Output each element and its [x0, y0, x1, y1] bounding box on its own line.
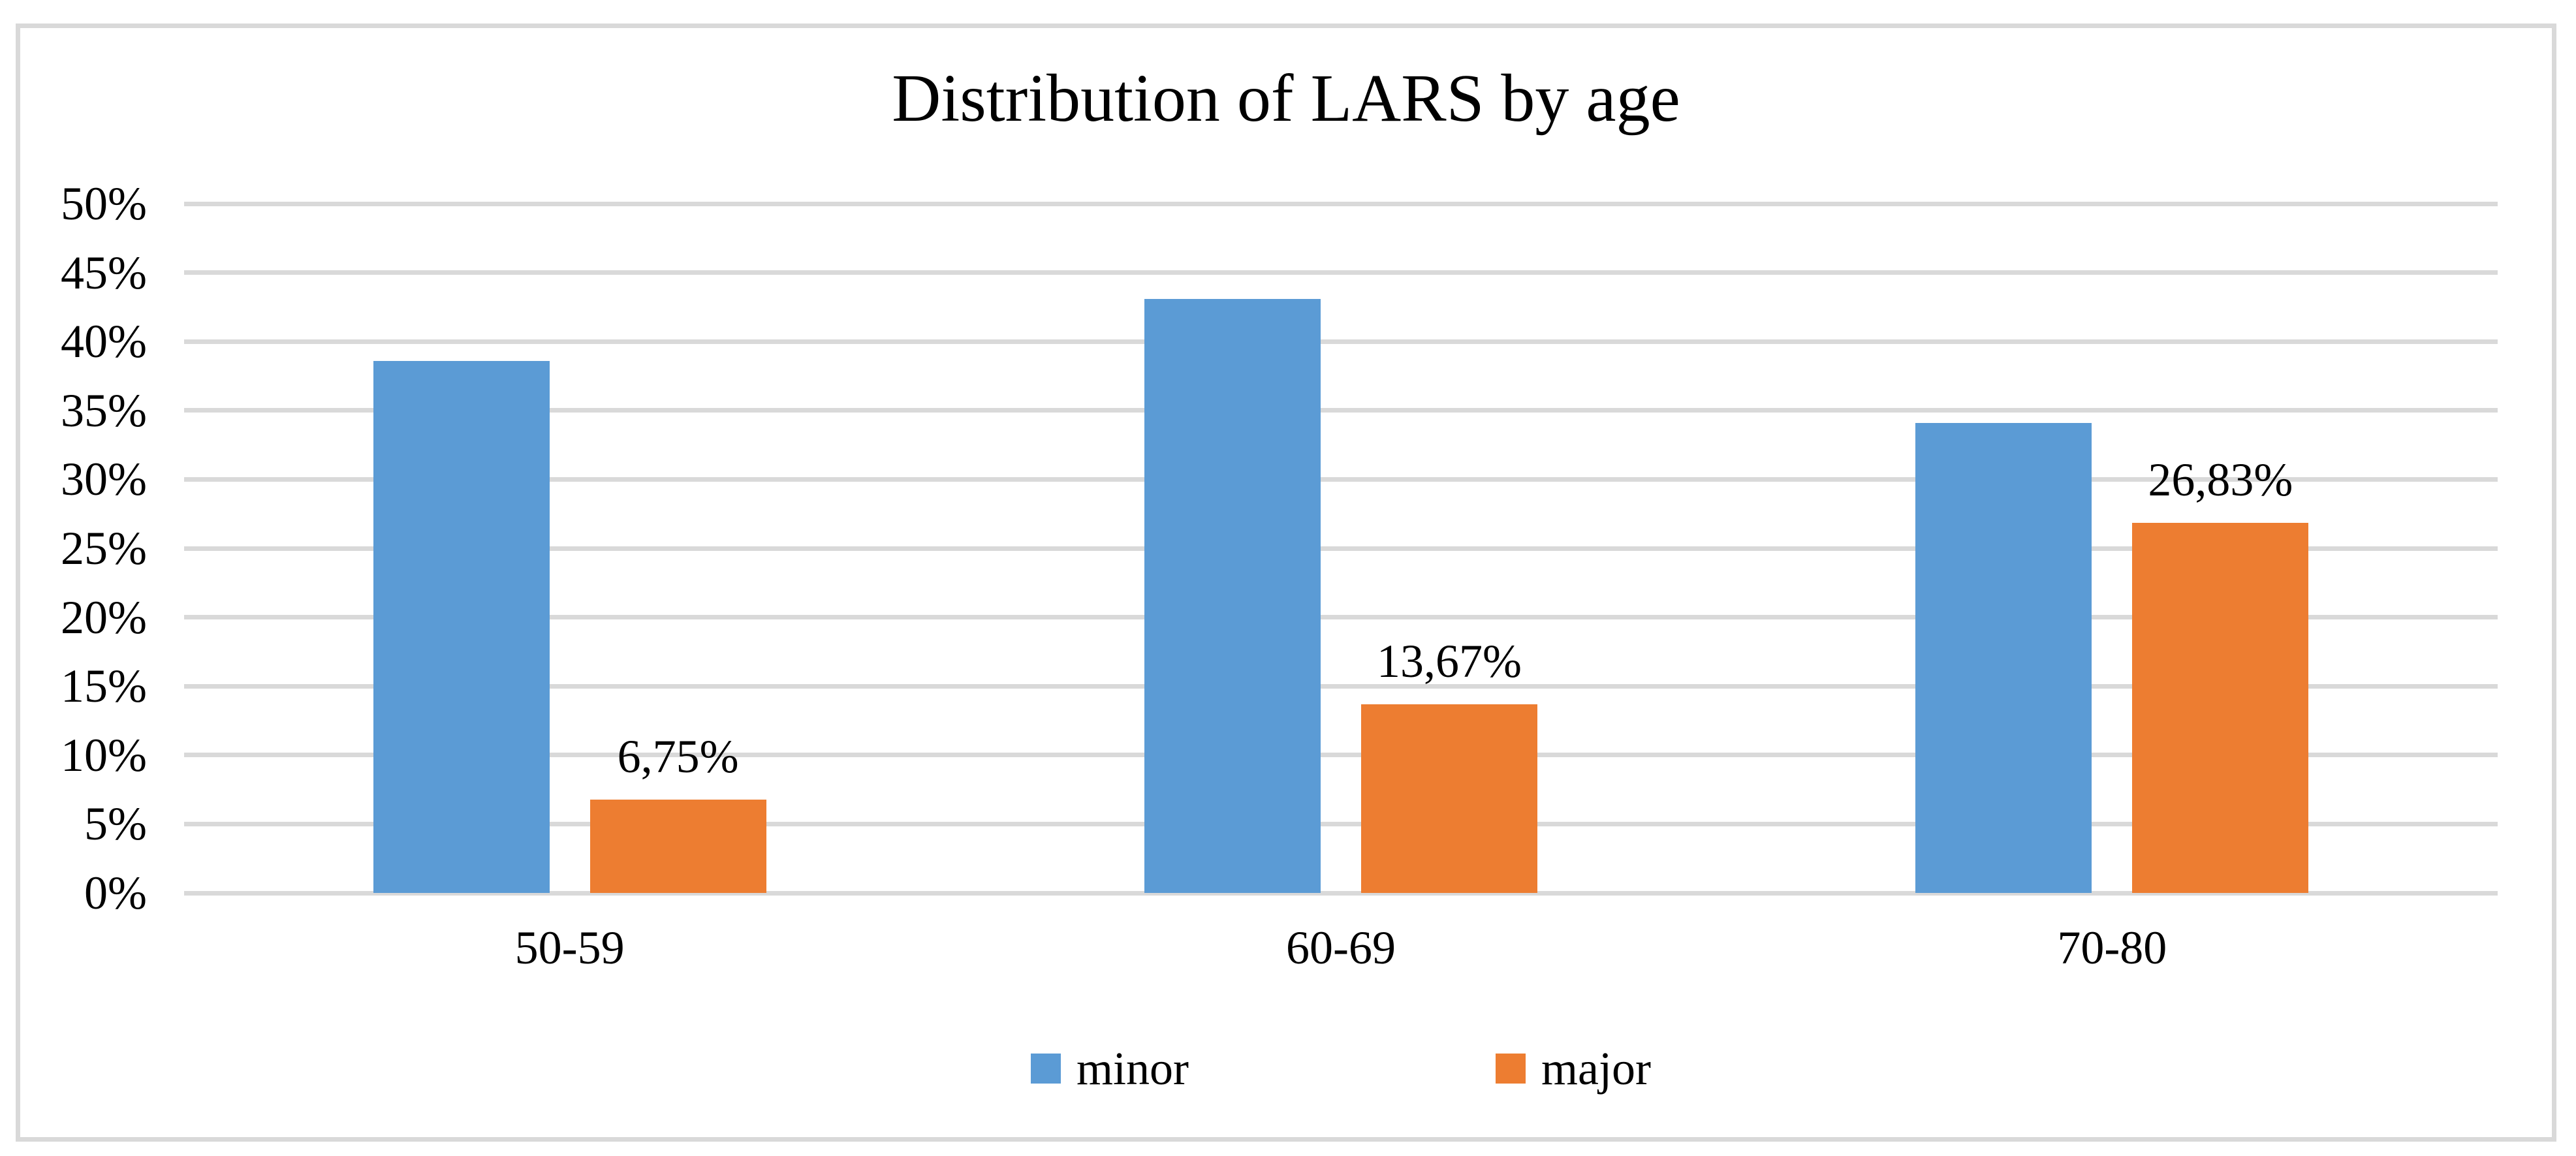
- gridline-35: [184, 408, 2498, 413]
- y-tick-label-5: 5%: [84, 798, 147, 851]
- gridline-10: [184, 753, 2498, 758]
- gridline-50: [184, 201, 2498, 206]
- gridline-0: [184, 890, 2498, 896]
- bar-data-label-major-70-80: 26,83%: [2148, 454, 2293, 507]
- gridline-15: [184, 683, 2498, 689]
- bar-major-60-69: [1360, 704, 1537, 893]
- bar-group-50-59: 6,75%: [184, 204, 955, 893]
- y-tick-label-10: 10%: [61, 728, 147, 781]
- gridline-20: [184, 615, 2498, 620]
- legend-item-minor: minor: [1031, 1042, 1189, 1096]
- y-tick-label-50: 50%: [61, 178, 147, 230]
- y-tick-label-45: 45%: [61, 246, 147, 299]
- bar-wrap-minor-50-59: [373, 360, 550, 893]
- bar-group-70-80: 26,83%: [1727, 204, 2498, 893]
- y-tick-label-40: 40%: [61, 315, 147, 368]
- bar-minor-50-59: [373, 360, 550, 893]
- bar-major-70-80: [2132, 523, 2309, 893]
- bar-major-50-59: [589, 800, 766, 893]
- bar-wrap-major-60-69: 13,67%: [1360, 638, 1537, 893]
- y-tick-label-35: 35%: [61, 384, 147, 437]
- legend-label-minor: minor: [1076, 1042, 1189, 1095]
- plot-area: 0% 5% 10% 15% 20% 25% 30% 35% 40% 45% 50% 6,75% 13,…: [61, 180, 2498, 971]
- gridline-45: [184, 270, 2498, 275]
- bar-data-label-major-50-59: 6,75%: [617, 730, 739, 783]
- legend-label-major: major: [1541, 1042, 1651, 1095]
- x-category-label-70-80: 70-80: [2057, 922, 2167, 974]
- bar-data-label-major-60-69: 13,67%: [1376, 635, 1522, 688]
- bar-minor-60-69: [1144, 298, 1321, 893]
- gridline-40: [184, 339, 2498, 344]
- legend: minor major: [184, 1042, 2498, 1096]
- y-tick-label-15: 15%: [61, 660, 147, 713]
- chart-frame: Distribution of LARS by age 0% 5% 10% 15% 20…: [16, 23, 2556, 1142]
- bar-minor-70-80: [1915, 422, 2092, 893]
- bar-group-60-69: 13,67%: [955, 204, 1726, 893]
- legend-swatch-major-icon: [1496, 1054, 1526, 1084]
- legend-swatch-minor-icon: [1031, 1054, 1061, 1084]
- y-tick-label-20: 20%: [61, 591, 147, 644]
- bar-wrap-major-50-59: 6,75%: [589, 733, 766, 893]
- chart-title: Distribution of LARS by age: [892, 61, 1680, 136]
- bar-wrap-minor-70-80: [1915, 422, 2092, 893]
- y-tick-label-0: 0%: [84, 867, 147, 919]
- bar-wrap-minor-60-69: [1144, 298, 1321, 893]
- y-tick-label-30: 30%: [61, 453, 147, 506]
- legend-item-major: major: [1496, 1042, 1651, 1096]
- x-category-label-60-69: 60-69: [1286, 922, 1396, 974]
- gridline-30: [184, 476, 2498, 482]
- bar-wrap-major-70-80: 26,83%: [2132, 456, 2309, 893]
- y-tick-label-25: 25%: [61, 522, 147, 574]
- gridline-25: [184, 546, 2498, 551]
- x-category-label-50-59: 50-59: [514, 922, 625, 974]
- gridline-5: [184, 821, 2498, 826]
